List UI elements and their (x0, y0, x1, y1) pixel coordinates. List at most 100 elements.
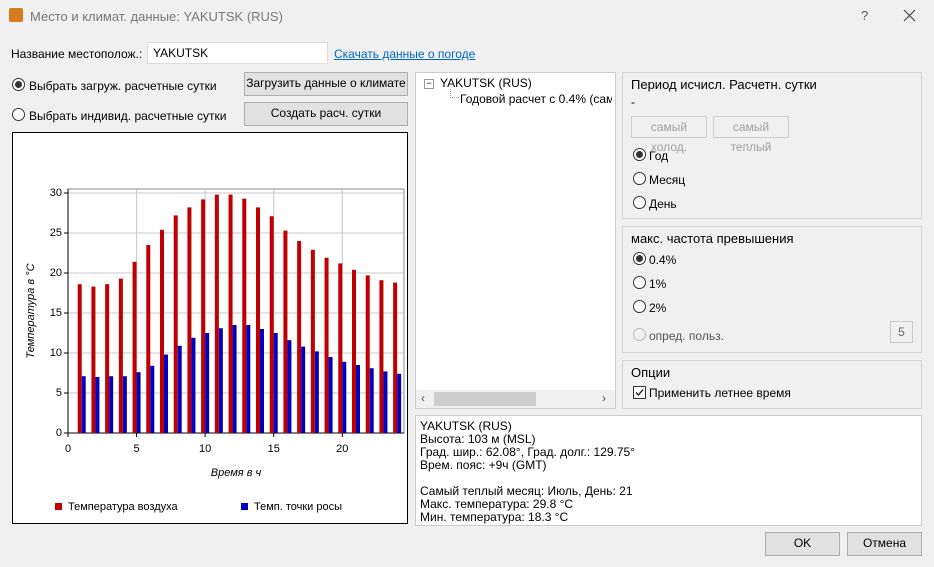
bar (273, 333, 278, 433)
x-tick-label: 10 (199, 443, 211, 455)
checkbox[interactable] (633, 386, 646, 399)
radio-label: 0.4% (649, 253, 677, 267)
x-tick-label: 0 (65, 443, 71, 455)
bar (369, 368, 374, 433)
bar (109, 376, 114, 433)
bar (105, 284, 110, 433)
bar (297, 241, 302, 433)
bar (283, 230, 288, 433)
bar (122, 376, 127, 433)
radio-label: Выбрать индивид. расчетные сутки (29, 109, 227, 123)
bar (365, 275, 370, 433)
scrollbar[interactable]: ‹ › (416, 390, 615, 408)
y-tick-label: 10 (50, 347, 62, 359)
close-button[interactable] (903, 9, 916, 22)
period-group: Период исчисл. Расчетн. сутки - самый хо… (622, 72, 922, 219)
bar (287, 340, 292, 433)
radio-freq[interactable] (633, 328, 646, 341)
bar (91, 286, 96, 433)
y-tick-label: 15 (50, 307, 62, 319)
radio-month[interactable] (633, 172, 646, 185)
y-tick-label: 0 (56, 427, 62, 439)
bar (260, 329, 264, 433)
y-tick-label: 20 (50, 267, 62, 279)
radio-freq[interactable] (633, 300, 646, 313)
bar (256, 207, 260, 433)
info-block: YAKUTSK (RUS) Высота: 103 м (MSL) Град. ши… (420, 420, 917, 472)
location-label: Название местополож.: (11, 47, 143, 61)
tree-view: − YAKUTSK (RUS) Годовой расчет с 0.4% (с… (415, 72, 616, 409)
location-input[interactable]: YAKUTSK (147, 42, 328, 64)
info-line: Макс. температура: 29.8 °C (420, 497, 574, 511)
scroll-right[interactable]: › (602, 391, 606, 405)
bar (177, 345, 182, 433)
group-title: Период исчисл. Расчетн. сутки (631, 77, 817, 92)
radio-freq[interactable] (633, 252, 646, 265)
warmest-button[interactable]: самый теплый (713, 116, 789, 154)
tree-child[interactable]: Годовой расчет с 0.4% (самы (460, 92, 612, 106)
info-line: Врем. пояс: +9ч (GMT) (420, 458, 547, 472)
bar (397, 373, 402, 433)
radio-label: Год (649, 149, 669, 163)
legend-label: Темп. точки росы (254, 501, 342, 513)
bar (324, 257, 329, 433)
radio-label: День (649, 197, 677, 211)
radio-label: Месяц (649, 173, 686, 187)
radio-year[interactable] (633, 148, 646, 161)
window-title: Место и климат. данные: YAKUTSK (RUS) (30, 9, 283, 24)
bar (173, 215, 178, 433)
bar (269, 216, 274, 433)
bar (136, 372, 141, 433)
info-line: Самый теплый месяц: Июль, День: 21 (420, 484, 633, 498)
info-line: Высота: 103 м (MSL) (420, 432, 536, 446)
legend-label: Температура воздуха (68, 501, 178, 513)
x-tick-label: 20 (336, 443, 348, 455)
info-panel: YAKUTSK (RUS) Высота: 103 м (MSL) Град. ши… (415, 415, 922, 526)
bar (118, 278, 123, 433)
help-button[interactable]: ? (861, 8, 869, 23)
scroll-thumb[interactable] (434, 392, 536, 406)
period-dash: - (631, 95, 635, 109)
ok-button[interactable]: OK (765, 532, 840, 556)
download-link[interactable]: Скачать данные о погоде (334, 47, 476, 61)
coldest-button[interactable]: самый холод. (631, 116, 707, 154)
bar (132, 261, 137, 433)
tree-root[interactable]: YAKUTSK (RUS) (440, 76, 532, 90)
bar (342, 361, 347, 433)
bar (95, 377, 100, 433)
bar (301, 346, 306, 433)
radio-freq[interactable] (633, 276, 646, 289)
radio-label: опред. польз. (649, 329, 724, 343)
bar (379, 280, 384, 433)
radio-design-days[interactable] (12, 78, 25, 91)
bar (146, 245, 151, 433)
radio-custom-days[interactable] (12, 108, 25, 121)
radio-label: Выбрать загруж. расчетные сутки (29, 79, 217, 93)
custom-input[interactable]: 5 (890, 321, 913, 343)
bar (164, 354, 168, 433)
x-tick-label: 15 (268, 443, 280, 455)
scroll-left[interactable]: ‹ (421, 391, 425, 405)
bar (393, 282, 398, 433)
tree-toggle[interactable]: − (424, 79, 434, 89)
x-axis-label: Время в ч (211, 467, 262, 479)
y-tick-label: 5 (56, 387, 62, 399)
bar (187, 207, 192, 433)
cancel-button[interactable]: Отмена (847, 532, 922, 556)
settings-group: Опции Применить летнее время (622, 360, 922, 409)
checkbox-label: Применить летнее время (649, 386, 791, 400)
group-title: Опции (631, 365, 671, 380)
bar (214, 194, 219, 433)
radio-day[interactable] (633, 196, 646, 209)
legend-swatch (241, 503, 248, 510)
load-button[interactable]: Загрузить данные о климате (244, 72, 408, 96)
frequency-group: макс. частота превышения 0.4% 1% 2% опре… (622, 226, 922, 353)
bar (191, 337, 196, 433)
bar (338, 263, 343, 433)
bar (205, 333, 210, 433)
chart: 0 5 10 15 20 25 30 0 5 10 15 20 Время в ч Температура… (12, 132, 408, 524)
create-button[interactable]: Создать расч. сутки (244, 102, 408, 126)
bar (246, 325, 251, 433)
tree-line (450, 89, 459, 98)
